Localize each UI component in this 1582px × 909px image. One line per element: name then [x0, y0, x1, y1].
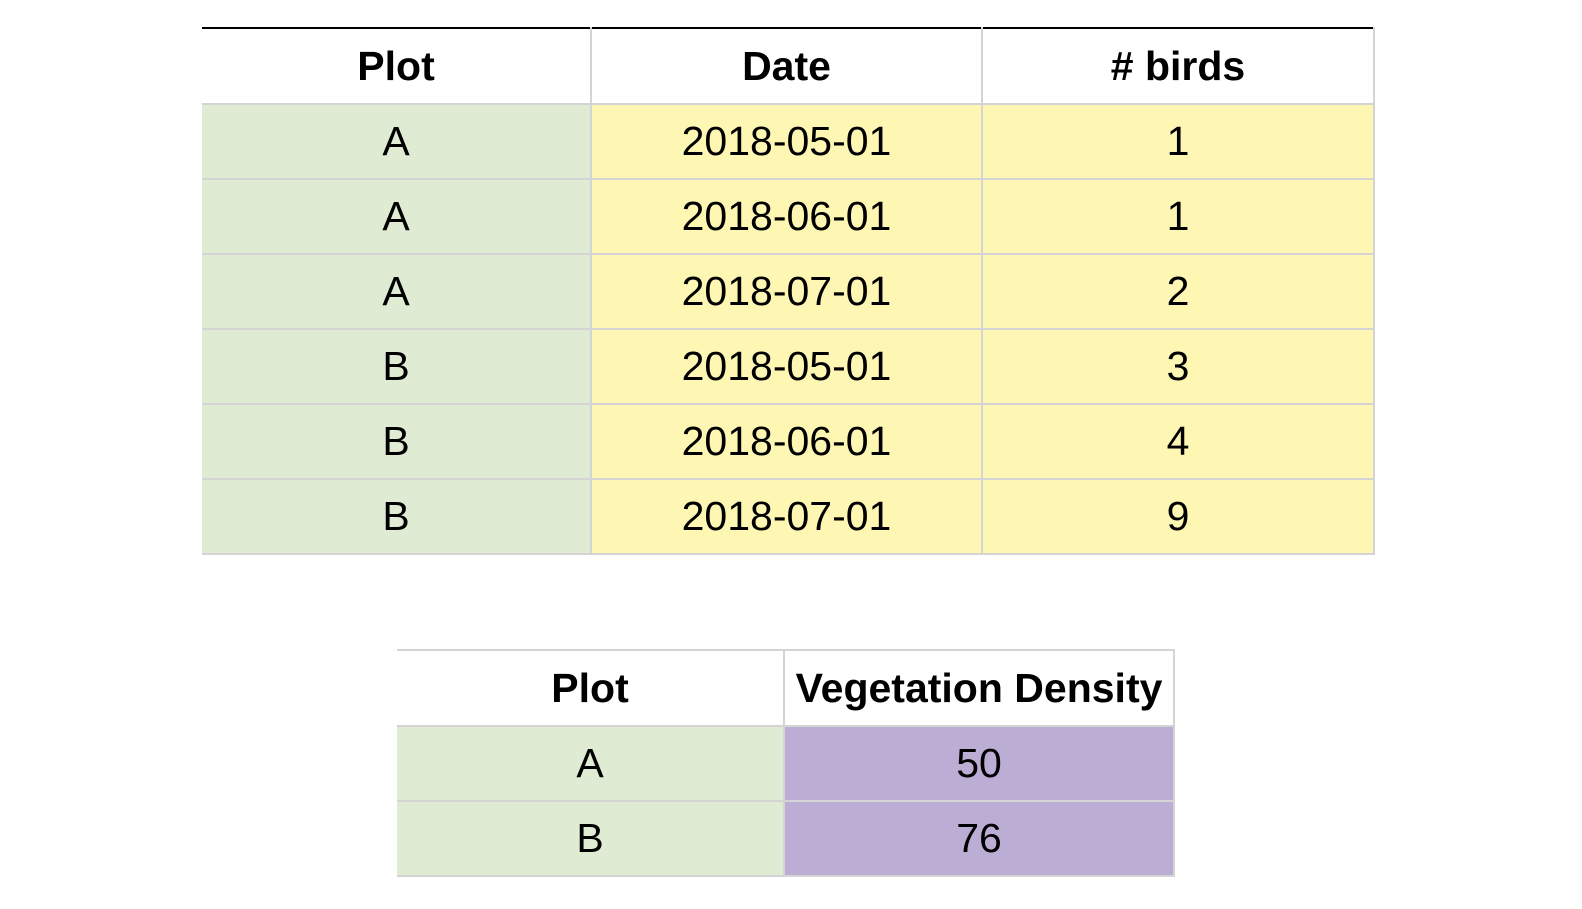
plot-cell: B [202, 479, 592, 555]
table-row: B 2018-05-01 3 [202, 329, 1375, 405]
header-plot: Plot [397, 649, 785, 727]
date-cell: 2018-06-01 [590, 404, 983, 480]
table-row: B 76 [397, 801, 1175, 877]
bird-count-cell: 9 [981, 479, 1375, 555]
table-row: B 2018-06-01 4 [202, 404, 1375, 480]
bird-count-cell: 4 [981, 404, 1375, 480]
table-row: A 2018-07-01 2 [202, 254, 1375, 330]
header-plot: Plot [202, 27, 592, 105]
vegetation-density-cell: 50 [783, 726, 1175, 802]
table-row: B 2018-07-01 9 [202, 479, 1375, 555]
date-cell: 2018-05-01 [590, 104, 983, 180]
plot-cell: B [397, 801, 785, 877]
header-vegetation-density: Vegetation Density [783, 649, 1175, 727]
plot-cell: B [202, 329, 592, 405]
date-cell: 2018-05-01 [590, 329, 983, 405]
bird-count-cell: 3 [981, 329, 1375, 405]
plot-cell: A [202, 254, 592, 330]
bird-count-cell: 1 [981, 104, 1375, 180]
date-cell: 2018-07-01 [590, 479, 983, 555]
table-header-row: Plot Date # birds [202, 27, 1375, 105]
table-row: A 2018-05-01 1 [202, 104, 1375, 180]
plot-cell: A [202, 179, 592, 255]
table-row: A 50 [397, 726, 1175, 802]
date-cell: 2018-07-01 [590, 254, 983, 330]
table-header-row: Plot Vegetation Density [397, 649, 1175, 727]
header-bird-count: # birds [981, 27, 1375, 105]
bird-count-cell: 2 [981, 254, 1375, 330]
header-date: Date [590, 27, 983, 105]
plot-cell: B [202, 404, 592, 480]
table-row: A 2018-06-01 1 [202, 179, 1375, 255]
plot-cell: A [202, 104, 592, 180]
vegetation-density-table: Plot Vegetation Density A 50 B 76 [397, 649, 1175, 877]
date-cell: 2018-06-01 [590, 179, 983, 255]
plot-cell: A [397, 726, 785, 802]
vegetation-density-cell: 76 [783, 801, 1175, 877]
bird-count-cell: 1 [981, 179, 1375, 255]
bird-counts-table: Plot Date # birds A 2018-05-01 1 A 2018-… [202, 27, 1375, 555]
